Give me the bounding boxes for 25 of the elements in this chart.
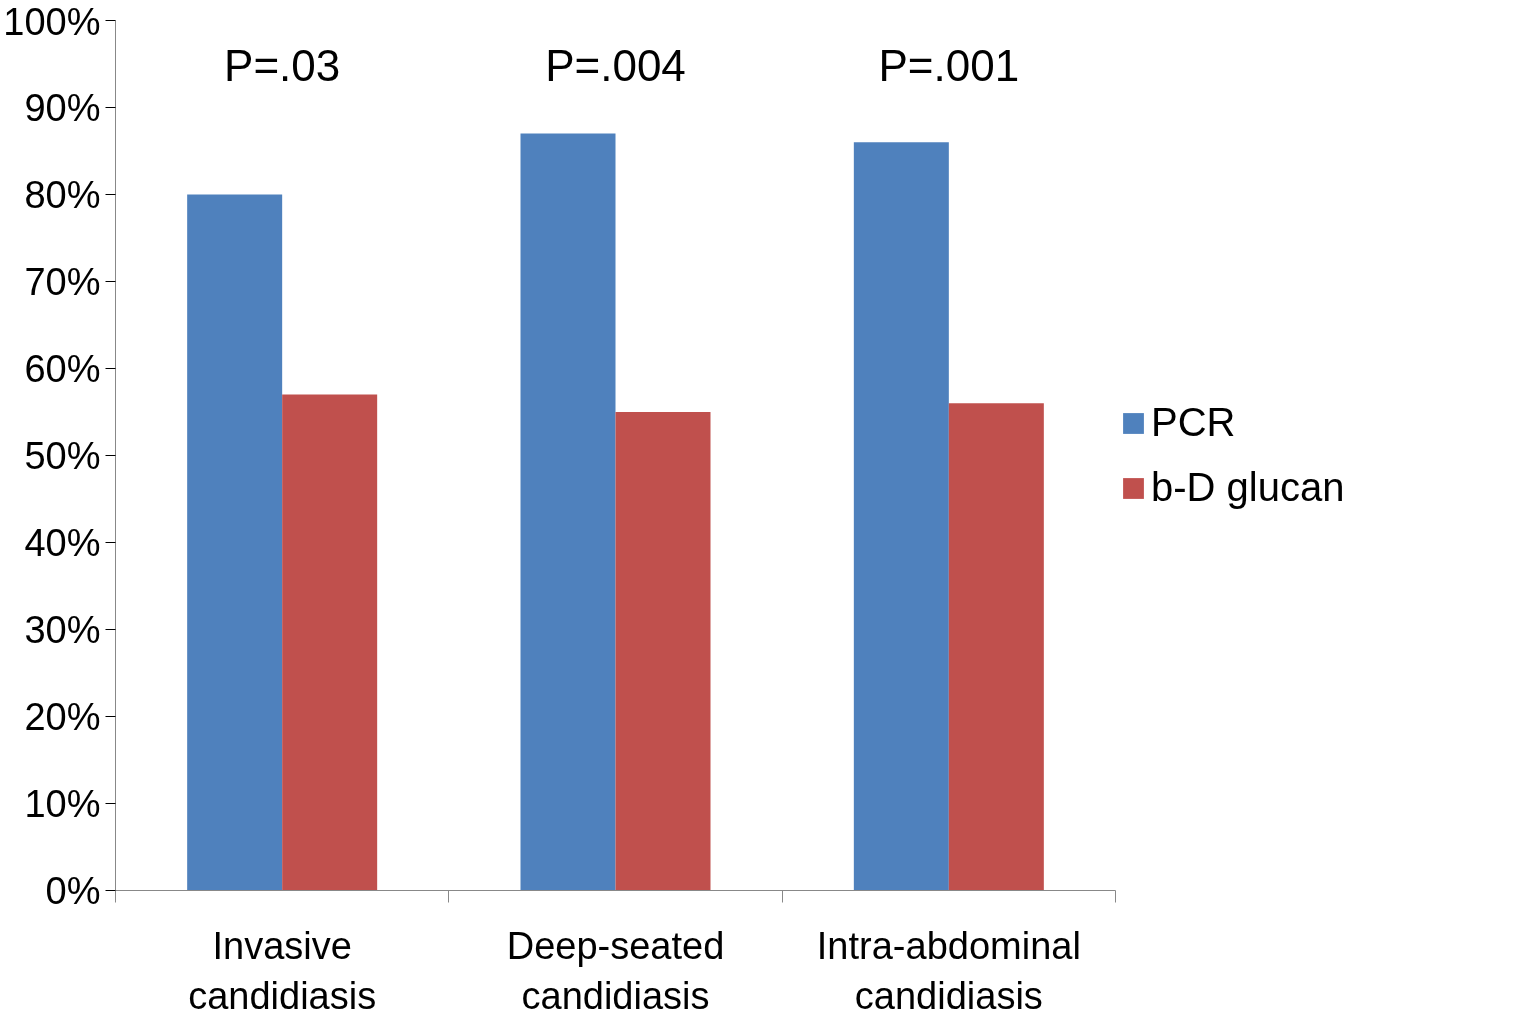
y-tick-label: 30%: [24, 608, 101, 651]
annotation: P=.004: [545, 41, 686, 91]
annotation: P=.03: [224, 41, 341, 91]
bar: [948, 403, 1044, 891]
annotation: P=.001: [878, 41, 1020, 91]
x-tick-label: Deep-seated candidiasis: [506, 924, 725, 1017]
legend-label: PCR: [1151, 400, 1236, 445]
y-tick-label: 10%: [24, 782, 101, 825]
y-tick-label: 60%: [24, 347, 101, 390]
y-tick-label: 50%: [24, 434, 101, 477]
bar: [187, 194, 283, 891]
legend-label: b-D glucan: [1151, 465, 1345, 510]
bar: [520, 133, 616, 891]
y-tick-label: 0%: [45, 869, 101, 912]
bar: [615, 412, 711, 891]
x-tick-label: Invasive candidiasis: [188, 924, 377, 1017]
x-tick-label: Intra-abdominal candidiasis: [816, 924, 1081, 1017]
y-tick-label: 20%: [24, 695, 101, 738]
y-tick-label: 100%: [3, 0, 101, 43]
bar: [282, 394, 378, 891]
y-tick-label: 40%: [24, 521, 101, 564]
bar: [853, 142, 949, 891]
y-tick-label: 70%: [24, 260, 101, 303]
y-tick-label: 90%: [24, 86, 101, 129]
y-tick-label: 80%: [24, 173, 101, 216]
